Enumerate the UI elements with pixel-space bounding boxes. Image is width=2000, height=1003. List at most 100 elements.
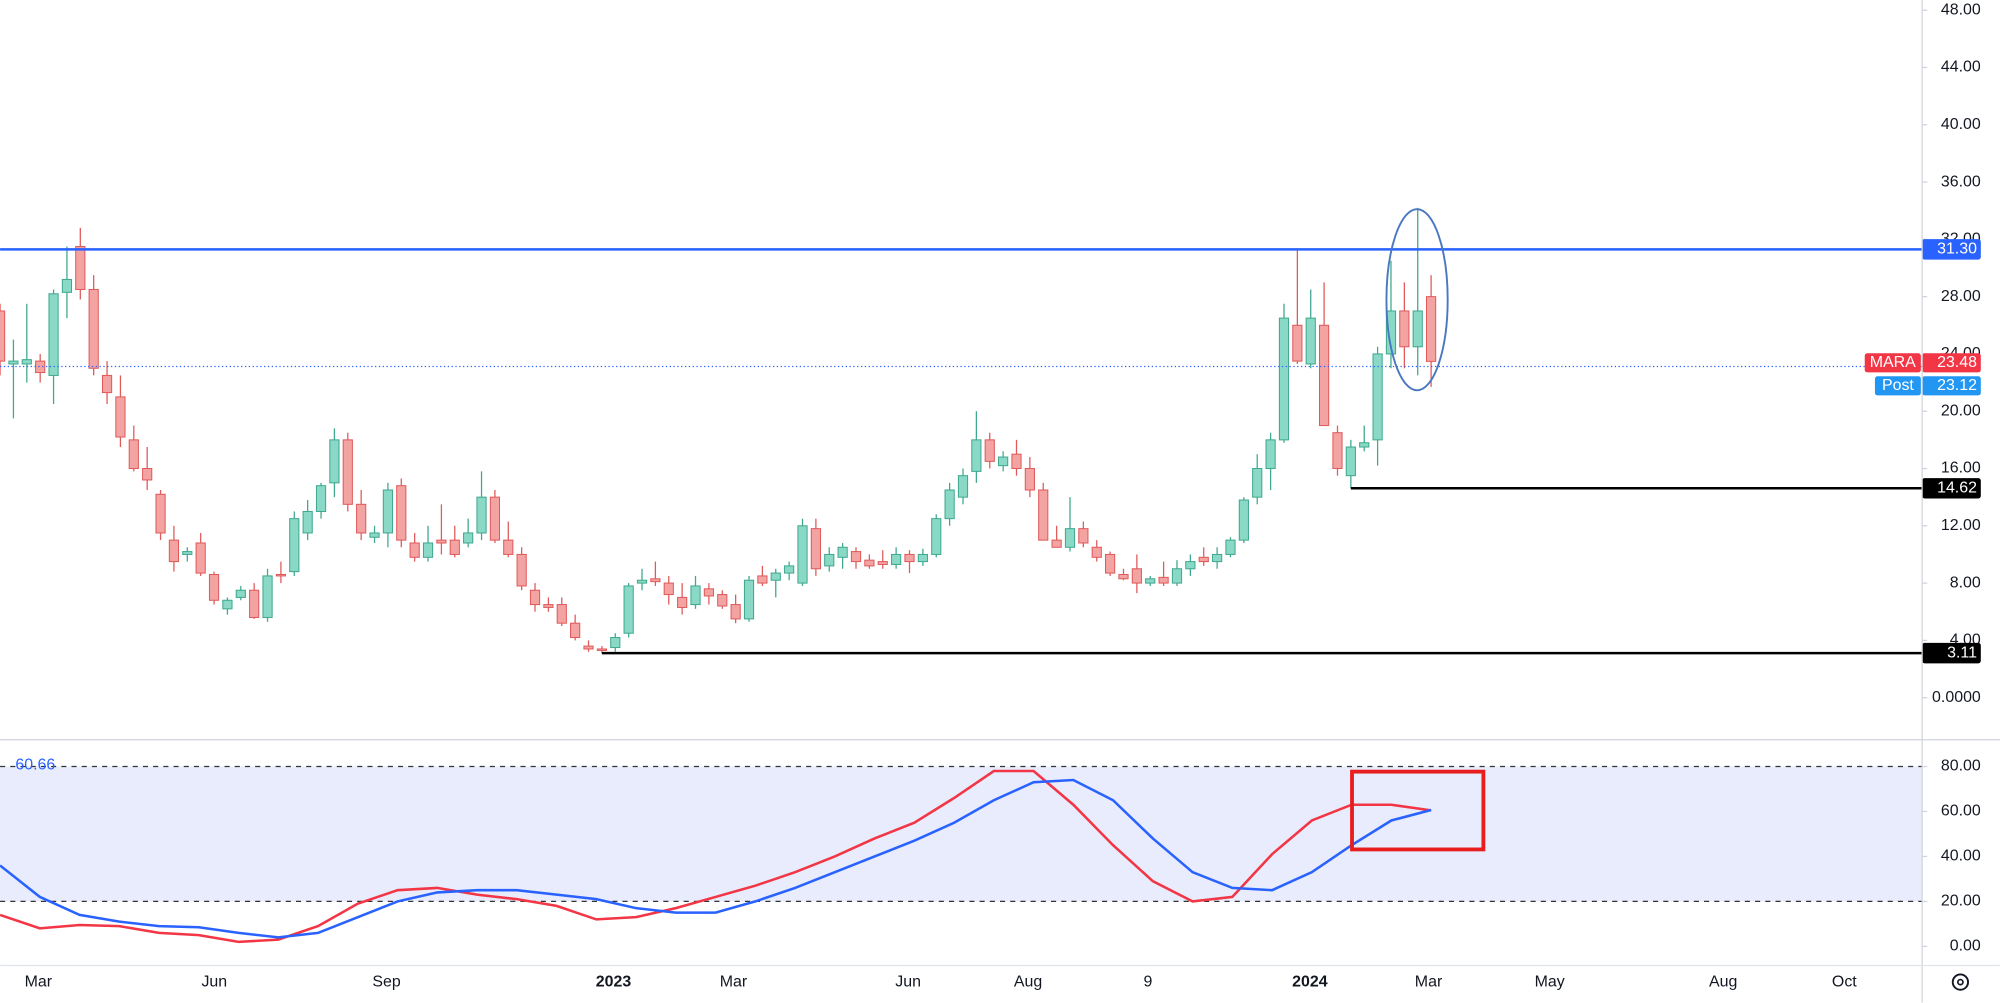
candle-body [1319, 324, 1330, 427]
candle-body [1425, 296, 1437, 362]
price-line-badge [1922, 478, 1981, 499]
y-tick-label: 20.00 [1941, 893, 1981, 910]
y-tick-label: 40.00 [1941, 116, 1981, 133]
candle-body [864, 559, 875, 567]
candle-body [730, 604, 741, 620]
price-line-label: 14.62 [1937, 479, 1977, 496]
settings-icon[interactable] [1951, 973, 1970, 991]
candle-body [289, 518, 300, 573]
candle-body [636, 579, 648, 584]
candle-body [8, 360, 19, 365]
candle-body [784, 565, 795, 574]
candle-body [1372, 353, 1383, 441]
symbol-badge [1864, 353, 1921, 373]
x-tick-label: Sep [372, 973, 400, 990]
candle-body [556, 604, 567, 624]
candle-body [1212, 553, 1223, 563]
candle-body [61, 278, 73, 293]
x-tick-label: 2024 [1292, 973, 1328, 990]
candle-body [396, 485, 407, 541]
gear-outer[interactable] [1951, 973, 1970, 991]
candle-body [971, 439, 982, 472]
candle-body [1412, 310, 1423, 348]
candle-body [436, 539, 447, 544]
candle-body [663, 582, 674, 596]
candle-body [583, 645, 594, 650]
candle-body [182, 551, 193, 555]
candle-body [931, 518, 942, 555]
candle-body [1399, 310, 1410, 348]
candle-body [837, 546, 848, 558]
candle-body [770, 572, 781, 581]
candle-body [596, 648, 607, 651]
candle-body [88, 288, 99, 369]
candle-body [1051, 539, 1062, 548]
y-tick-label: 80.00 [1941, 758, 1981, 775]
candle-body [677, 596, 688, 608]
candle-body [529, 589, 541, 606]
y-tick-label: 16.00 [1941, 460, 1981, 477]
gear-inner[interactable] [1957, 978, 1964, 986]
candle-body [1252, 467, 1263, 498]
annotation-ellipse [1385, 208, 1449, 392]
x-tick-label: 9 [1144, 973, 1153, 990]
x-tick-label: Oct [1832, 973, 1857, 990]
y-tick-label: 48.00 [1941, 1, 1981, 18]
candle-body [195, 542, 206, 574]
candle-body [208, 573, 220, 601]
candle-body [48, 293, 59, 376]
candle-body [476, 496, 487, 534]
candle-body [1145, 578, 1156, 584]
candle-body [690, 585, 701, 606]
candle-body [409, 542, 420, 558]
y-tick-label: 0.0000 [1932, 689, 1981, 706]
candle-body [1238, 499, 1249, 541]
candle-body [1078, 528, 1089, 544]
last-price-badge [1922, 353, 1981, 373]
candle-body [623, 585, 634, 634]
price-line-badge [1922, 239, 1981, 260]
oscillator-legend-value: 60.66 [15, 756, 55, 773]
candle-body [75, 246, 86, 290]
candle-body [1265, 439, 1276, 470]
x-tick-label: May [1535, 973, 1565, 990]
candle-body [1158, 576, 1169, 584]
candle-body [1118, 573, 1129, 580]
candle-body [516, 553, 527, 587]
oscillator-band [0, 766, 1923, 902]
candle-body [1225, 539, 1236, 555]
x-tick-label: Mar [720, 973, 748, 990]
candle-body [1038, 489, 1049, 541]
candle-body [1171, 568, 1183, 584]
candle-body [356, 503, 367, 534]
candle-body [1105, 553, 1116, 574]
candle-body [998, 456, 1009, 467]
candle-body [570, 622, 581, 639]
candle-body [101, 374, 113, 394]
x-tick-label: Jun [895, 973, 921, 990]
candle-body [0, 310, 6, 362]
candle-body [329, 439, 340, 484]
candle-body [1305, 317, 1316, 365]
candle-body [1345, 446, 1356, 477]
x-tick-label: 2023 [596, 973, 632, 990]
candle-body [743, 579, 755, 620]
candle-body [703, 588, 714, 597]
y-tick-label: 8.00 [1950, 574, 1981, 591]
candle-body [1385, 310, 1397, 355]
candle-body [342, 439, 353, 505]
candle-body [503, 539, 514, 555]
candle-body [1292, 324, 1303, 362]
candle-body [249, 589, 260, 618]
candle-body [1091, 546, 1102, 558]
y-tick-label: 40.00 [1941, 848, 1981, 865]
candle-body [21, 359, 32, 365]
candle-body [891, 553, 902, 565]
candle-body [315, 485, 327, 512]
price-line-badge [1922, 642, 1981, 664]
candle-body [449, 539, 460, 555]
post-label: Post [1882, 377, 1914, 394]
candle-body [797, 525, 808, 584]
candle-body [543, 604, 554, 608]
